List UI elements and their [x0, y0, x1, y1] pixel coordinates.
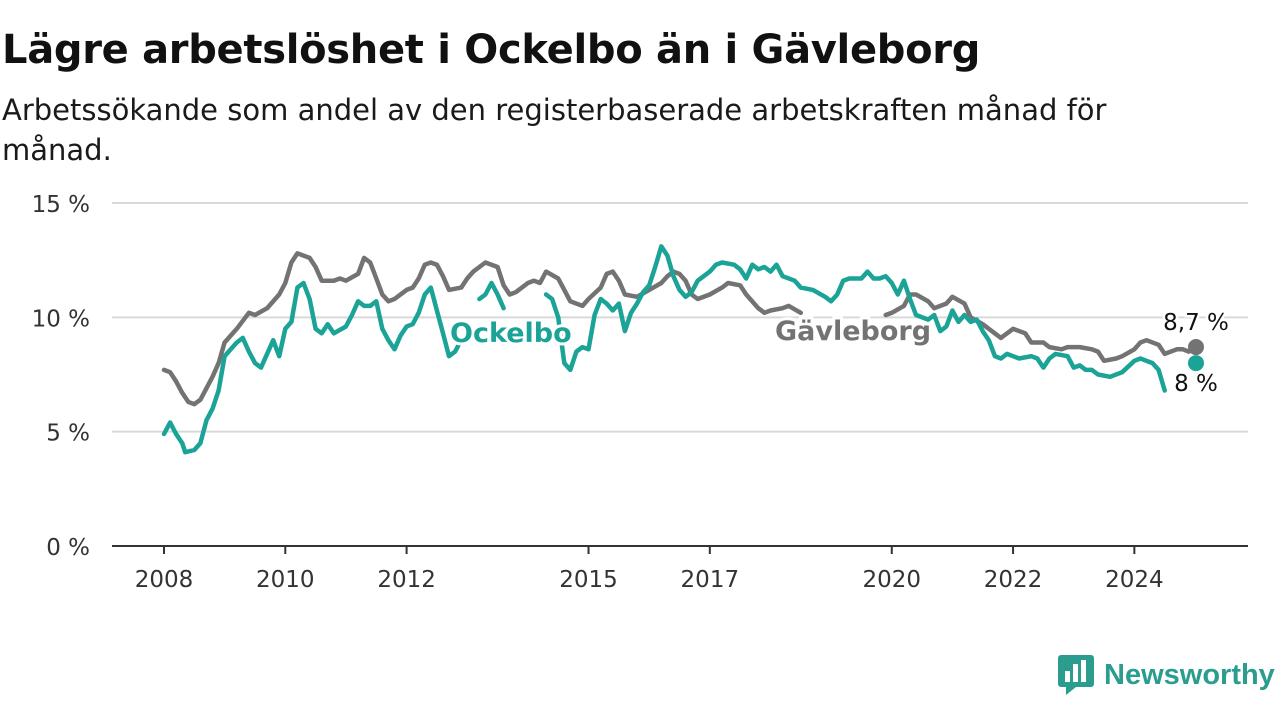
x-tick-label: 2022 [984, 567, 1043, 593]
series-lines [161, 244, 1204, 455]
x-tick-label: 2010 [256, 567, 315, 593]
x-tick-label: 2017 [681, 567, 740, 593]
brand-logo: Newsworthy [1058, 654, 1275, 696]
gridlines [112, 202, 1248, 433]
axes: 0 % 5 % 10 % 15 % 2008 2010 2012 2015 2017 2020 20… [32, 192, 1248, 593]
series-label-ockelbo: Ockelbo [450, 318, 572, 349]
series-line-ockelbo [477, 280, 506, 311]
chart-subtitle: Arbetssökande som andel av den registerb… [2, 93, 1107, 167]
end-point-gavleborg [1188, 339, 1204, 356]
line-chart: 0 % 5 % 10 % 15 % 2008 2010 2012 2015 2017 2020 20… [32, 192, 1248, 593]
series-line-ockelbo [161, 280, 464, 455]
brand-name: Newsworthy [1104, 658, 1275, 691]
chart-title: Lägre arbetslöshet i Ockelbo än i Gävleb… [2, 27, 981, 73]
newsworthy-logo-icon [1058, 655, 1094, 695]
y-tick-label: 5 % [46, 421, 90, 447]
y-tick-label: 10 % [32, 306, 90, 332]
x-tick-label: 2008 [135, 567, 194, 593]
series-line-ockelbo [543, 244, 1167, 393]
x-tick-label: 2020 [862, 567, 921, 593]
x-tick-label: 2024 [1105, 567, 1164, 593]
y-tick-label: 0 % [46, 535, 90, 561]
end-point-ockelbo [1188, 355, 1204, 372]
x-tick-label: 2015 [559, 567, 618, 593]
x-tick-label: 2012 [377, 567, 436, 593]
series-line-gavleborg [883, 292, 1192, 364]
end-label-ockelbo: 8 % [1174, 371, 1218, 397]
series-label-gavleborg: Gävleborg [775, 316, 931, 347]
end-label-gavleborg: 8,7 % [1163, 310, 1229, 336]
series-labels: Ockelbo Gävleborg 8,7 % 8 % [447, 308, 1231, 400]
series-line-gavleborg [161, 251, 804, 407]
y-tick-label: 15 % [32, 192, 90, 218]
